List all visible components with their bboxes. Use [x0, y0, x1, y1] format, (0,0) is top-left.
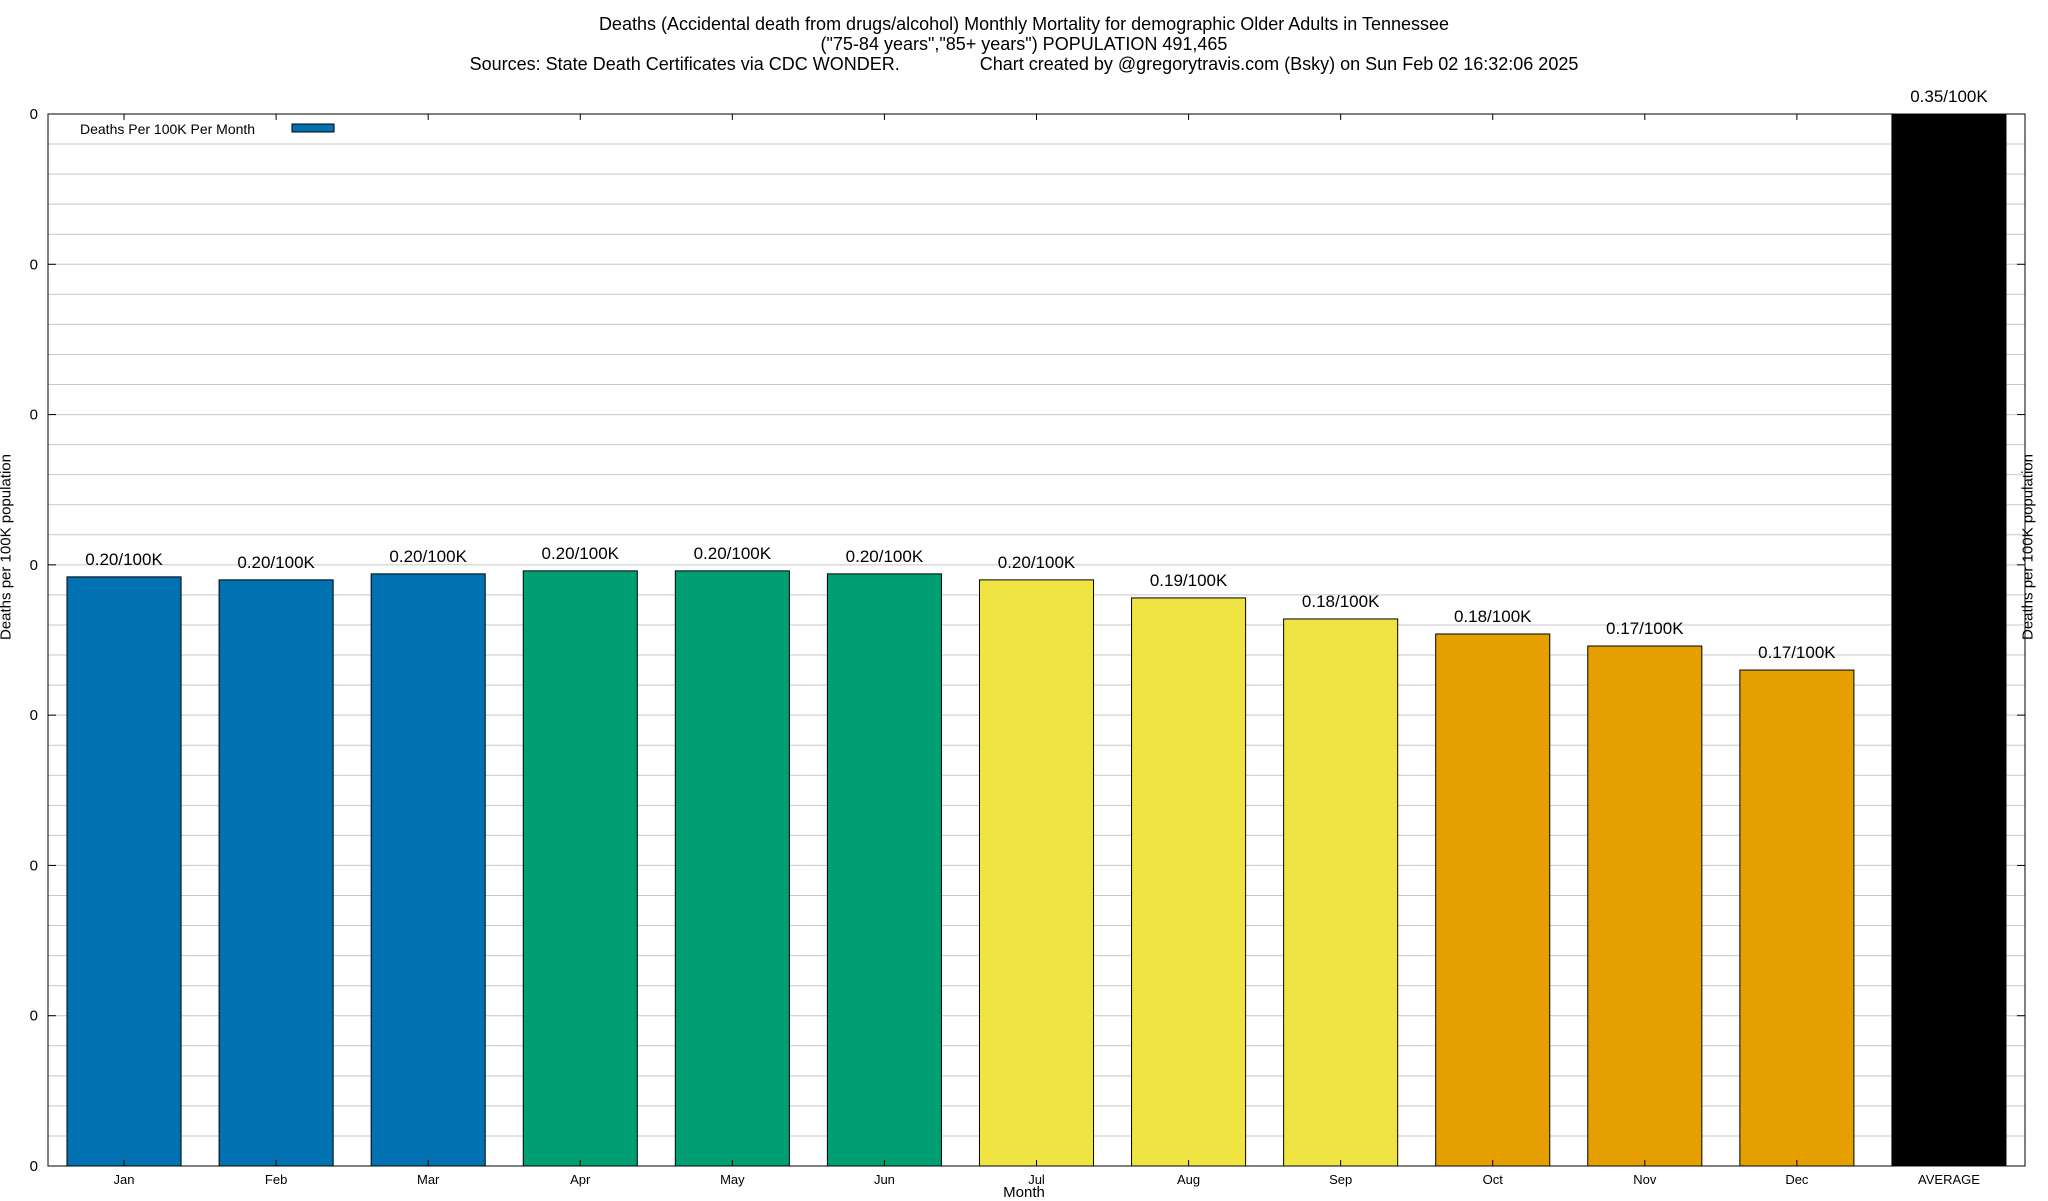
- y-axis-label-right: Deaths per 100K population: [2020, 454, 2037, 640]
- chart-title: Deaths (Accidental death from drugs/alco…: [598, 14, 1450, 34]
- bar: [1739, 669, 1855, 1167]
- data-label: 0.35/100K: [1910, 87, 1988, 106]
- data-label: 0.20/100K: [542, 544, 620, 563]
- x-tick-label: AVERAGE: [1918, 1172, 1980, 1187]
- bar: [1283, 618, 1399, 1167]
- data-label: 0.20/100K: [389, 547, 467, 566]
- bar: [1131, 597, 1247, 1167]
- x-tick-label: Feb: [265, 1172, 287, 1187]
- data-label: 0.20/100K: [846, 547, 924, 566]
- bar: [978, 579, 1095, 1167]
- data-label: 0.20/100K: [694, 544, 772, 563]
- data-label: 0.20/100K: [85, 550, 163, 569]
- y-axis-label-left: Deaths per 100K population: [0, 454, 15, 640]
- data-label: 0.20/100K: [237, 553, 315, 572]
- chart-sources: Sources: State Death Certificates via CD…: [469, 54, 1579, 74]
- chart-subtitle: ("75-84 years","85+ years") POPULATION 4…: [820, 34, 1228, 54]
- y-tick-label: 0: [30, 1158, 38, 1175]
- y-tick-label: 0: [30, 407, 38, 424]
- plot-frame: [47, 113, 2026, 1167]
- bar: [522, 570, 638, 1167]
- x-tick-label: Nov: [1633, 1172, 1657, 1187]
- bar: [1891, 113, 2007, 1167]
- x-tick-label: Jul: [1028, 1172, 1045, 1187]
- x-tick-label: Apr: [570, 1172, 591, 1187]
- y-axis-label-right-text: Deaths per 100K population: [2019, 454, 2037, 640]
- y-tick-label: 0: [30, 857, 38, 874]
- legend-label: Deaths Per 100K Per Month: [80, 121, 255, 137]
- x-tick-label: May: [720, 1172, 745, 1187]
- x-axis-label: Month: [1003, 1184, 1045, 1201]
- x-tick-label: Sep: [1329, 1172, 1352, 1187]
- data-label: 0.17/100K: [1758, 643, 1836, 662]
- legend-swatch: [291, 123, 335, 133]
- bar: [674, 570, 790, 1167]
- data-label: 0.19/100K: [1150, 571, 1228, 590]
- x-tick-label: Jan: [114, 1172, 135, 1187]
- bar: [1587, 645, 1703, 1167]
- x-tick-label: Dec: [1785, 1172, 1809, 1187]
- data-label: 0.20/100K: [998, 553, 1076, 572]
- y-tick-label: 0: [30, 106, 38, 123]
- x-tick-label: Jun: [874, 1172, 895, 1187]
- bar: [218, 579, 334, 1167]
- x-tick-label: Aug: [1177, 1172, 1200, 1187]
- bar: [370, 573, 486, 1167]
- bar: [1435, 633, 1551, 1167]
- y-axis-label-left-text: Deaths per 100K population: [0, 454, 15, 640]
- y-tick-label: 0: [30, 256, 38, 273]
- bar: [66, 576, 182, 1167]
- x-tick-label: Oct: [1483, 1172, 1504, 1187]
- data-label: 0.17/100K: [1606, 619, 1684, 638]
- data-label: 0.18/100K: [1302, 592, 1380, 611]
- y-tick-label: 0: [30, 1008, 38, 1025]
- y-tick-label: 0: [30, 557, 38, 574]
- bar: [826, 573, 942, 1167]
- y-tick-label: 0: [30, 707, 38, 724]
- data-label: 0.18/100K: [1454, 607, 1532, 626]
- x-tick-label: Mar: [417, 1172, 440, 1187]
